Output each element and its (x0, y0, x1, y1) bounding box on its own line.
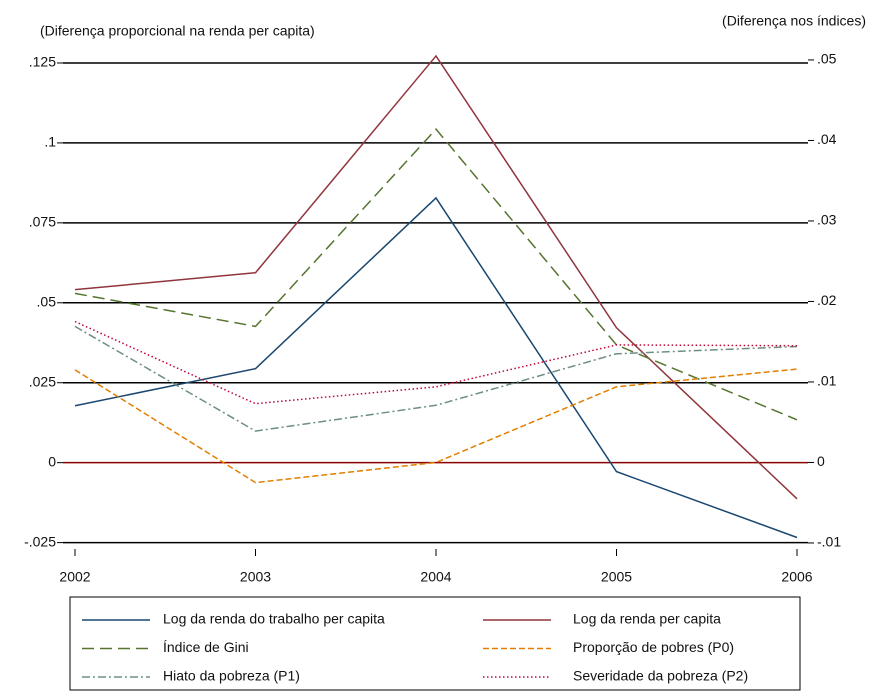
y2-tick-label: 0 (817, 453, 825, 469)
series-line (74, 320, 798, 405)
x-tick-label: 2003 (240, 569, 271, 585)
y-tick-label: .1 (44, 134, 56, 150)
x-tick-label: 2005 (601, 569, 632, 585)
y2-tick-label: .03 (817, 212, 837, 228)
y-tick-label: 0 (48, 453, 56, 469)
y-tick-label: -.025 (24, 533, 56, 549)
x-tick-label: 2004 (420, 569, 451, 585)
y2-tick-label: .01 (817, 373, 837, 389)
legend-label: Hiato da pobreza (P1) (163, 668, 300, 684)
series-line (74, 54, 798, 500)
y2-tick-label: .05 (817, 51, 837, 67)
legend-label: Log da renda per capita (573, 611, 721, 627)
y-axis-title: (Diferença proporcional na renda per cap… (40, 23, 315, 39)
y2-tick-label: .04 (817, 131, 837, 147)
y-tick-label: .075 (29, 214, 56, 230)
series-line (74, 325, 798, 432)
legend-label: Log da renda do trabalho per capita (163, 611, 385, 627)
x-tick-label: 2002 (59, 569, 90, 585)
series-line (74, 368, 798, 484)
y2-axis-title: (Diferença nos índices) (722, 13, 866, 29)
legend-label: Proporção de pobres (P0) (573, 639, 734, 655)
y-tick-label: .025 (29, 373, 56, 389)
y-tick-label: .05 (37, 293, 57, 309)
y2-tick-label: .02 (817, 292, 837, 308)
legend-box (69, 596, 801, 691)
legend-label: Índice de Gini (163, 639, 249, 655)
y2-tick-label: -.01 (817, 534, 841, 550)
legend-label: Severidade da pobreza (P2) (573, 668, 748, 684)
series-line (74, 128, 798, 421)
x-tick-label: 2006 (781, 569, 812, 585)
series-line (74, 196, 798, 539)
y-tick-label: .125 (29, 54, 56, 70)
